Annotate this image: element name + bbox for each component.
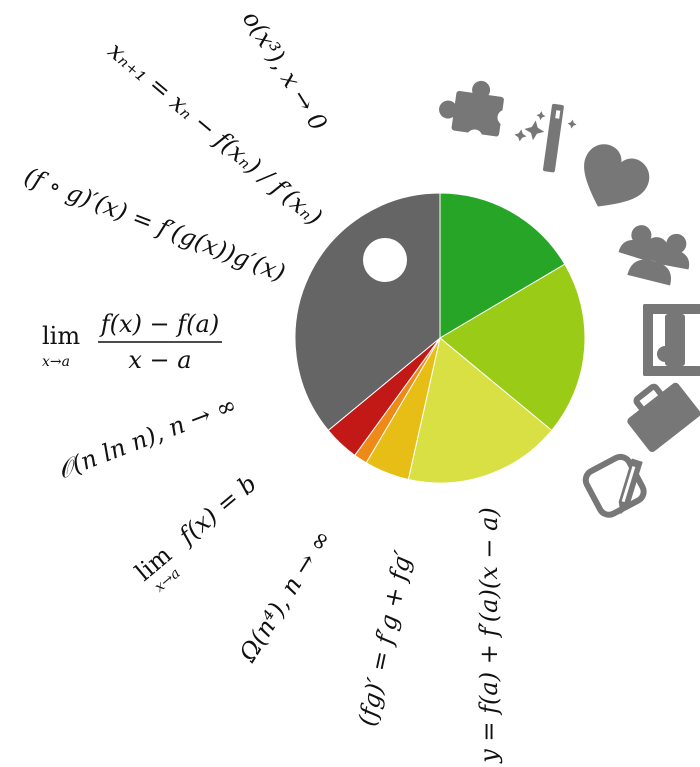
formula-limit-body: f(x) = b	[172, 469, 262, 551]
formula-derivative-lim: lim	[42, 322, 80, 350]
bed-icon	[643, 304, 700, 376]
formula-big-o-text: 𝒪(n ln n), n → ∞	[54, 391, 241, 485]
edit-icon	[582, 453, 647, 518]
formula-derivative-den: x − a	[128, 346, 191, 374]
formula-derivative-lim-sub: x→a	[42, 354, 70, 370]
formula-big-o: 𝒪(n ln n), n → ∞	[54, 391, 241, 485]
formula-little-o-text: o(x³), x → 0	[237, 6, 333, 136]
formula-big-omega: Ω(n⁴), n → ∞	[233, 525, 337, 668]
formula-tangent-text: y = f(a) + f′(a)(x − a)	[475, 507, 503, 764]
pie-chart	[294, 192, 586, 484]
slice-green	[439, 192, 566, 339]
formula-product-rule: (fg)′ = f′g + fg′	[353, 548, 418, 729]
pie-hole	[363, 238, 407, 282]
magic-wand-icon	[514, 103, 577, 173]
formula-derivative-limit: lim x→a f(x) − f(a) x − a	[42, 310, 222, 374]
group-icon	[618, 225, 690, 286]
formula-chain-rule-text: (f ∘ g)′(x) = f′(g(x))g′(x)	[21, 162, 289, 287]
heart-icon	[584, 144, 650, 207]
slice-lime	[439, 263, 586, 432]
formula-chain-rule: (f ∘ g)′(x) = f′(g(x))g′(x)	[21, 162, 289, 287]
briefcase-icon	[627, 382, 700, 452]
formula-big-omega-text: Ω(n⁴), n → ∞	[233, 525, 337, 668]
slice-yellow-green	[407, 337, 553, 484]
formula-derivative-num: f(x) − f(a)	[99, 310, 219, 338]
formula-tangent: y = f(a) + f′(a)(x − a)	[475, 507, 503, 764]
formula-product-rule-text: (fg)′ = f′g + fg′	[353, 548, 418, 729]
puzzle-icon	[439, 80, 514, 146]
formula-little-o: o(x³), x → 0	[237, 6, 333, 136]
formula-limit: lim x→a f(x) = b	[130, 469, 262, 595]
